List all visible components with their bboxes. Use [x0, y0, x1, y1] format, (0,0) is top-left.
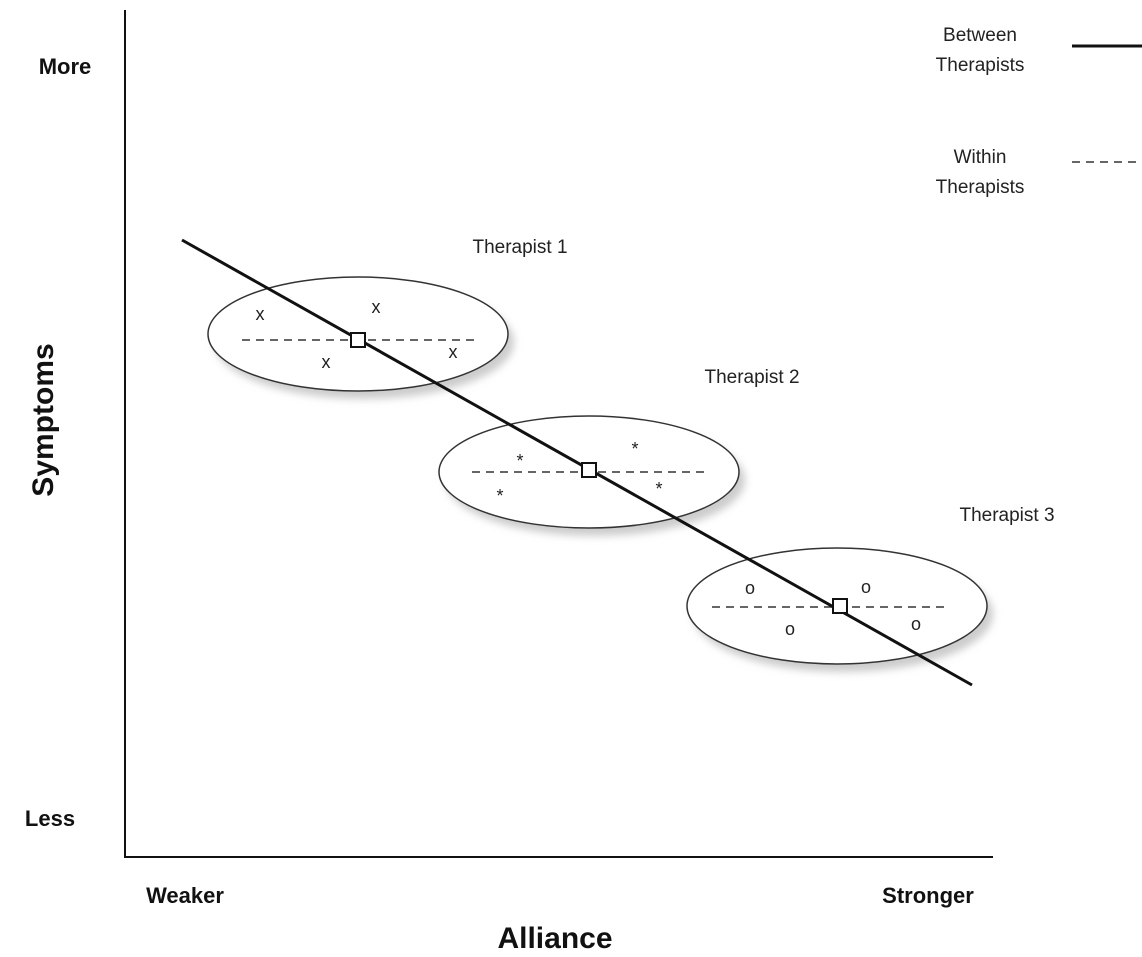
mean-square	[832, 598, 848, 614]
legend-text: Within	[954, 147, 1007, 168]
point: x	[372, 297, 381, 317]
mean-square	[350, 332, 366, 348]
legend: Between Therapists Within Therapists	[936, 25, 1142, 198]
point: o	[785, 619, 795, 639]
legend-text: Between	[943, 25, 1017, 46]
points: x x x x * * * * o o o o	[256, 297, 922, 639]
x-axis-label: Alliance	[497, 922, 612, 955]
legend-text: Therapists	[936, 55, 1025, 76]
y-bottom-label: Less	[25, 806, 75, 831]
point: x	[449, 342, 458, 362]
mean-square	[581, 462, 597, 478]
point: *	[496, 486, 503, 506]
y-axis-label: Symptoms	[27, 343, 60, 496]
y-top-label: More	[39, 54, 92, 79]
x-right-label: Stronger	[882, 883, 974, 908]
group-label: Therapist 2	[704, 367, 799, 388]
point: *	[516, 451, 523, 471]
point: x	[256, 304, 265, 324]
point: o	[745, 578, 755, 598]
point: x	[322, 352, 331, 372]
point: o	[861, 577, 871, 597]
means	[350, 332, 848, 614]
group-label: Therapist 3	[959, 505, 1054, 526]
x-left-label: Weaker	[146, 883, 224, 908]
point: o	[911, 614, 921, 634]
point: *	[655, 479, 662, 499]
between-line	[181, 238, 973, 687]
point: *	[631, 439, 638, 459]
legend-text: Therapists	[936, 177, 1025, 198]
group-label: Therapist 1	[472, 237, 567, 258]
